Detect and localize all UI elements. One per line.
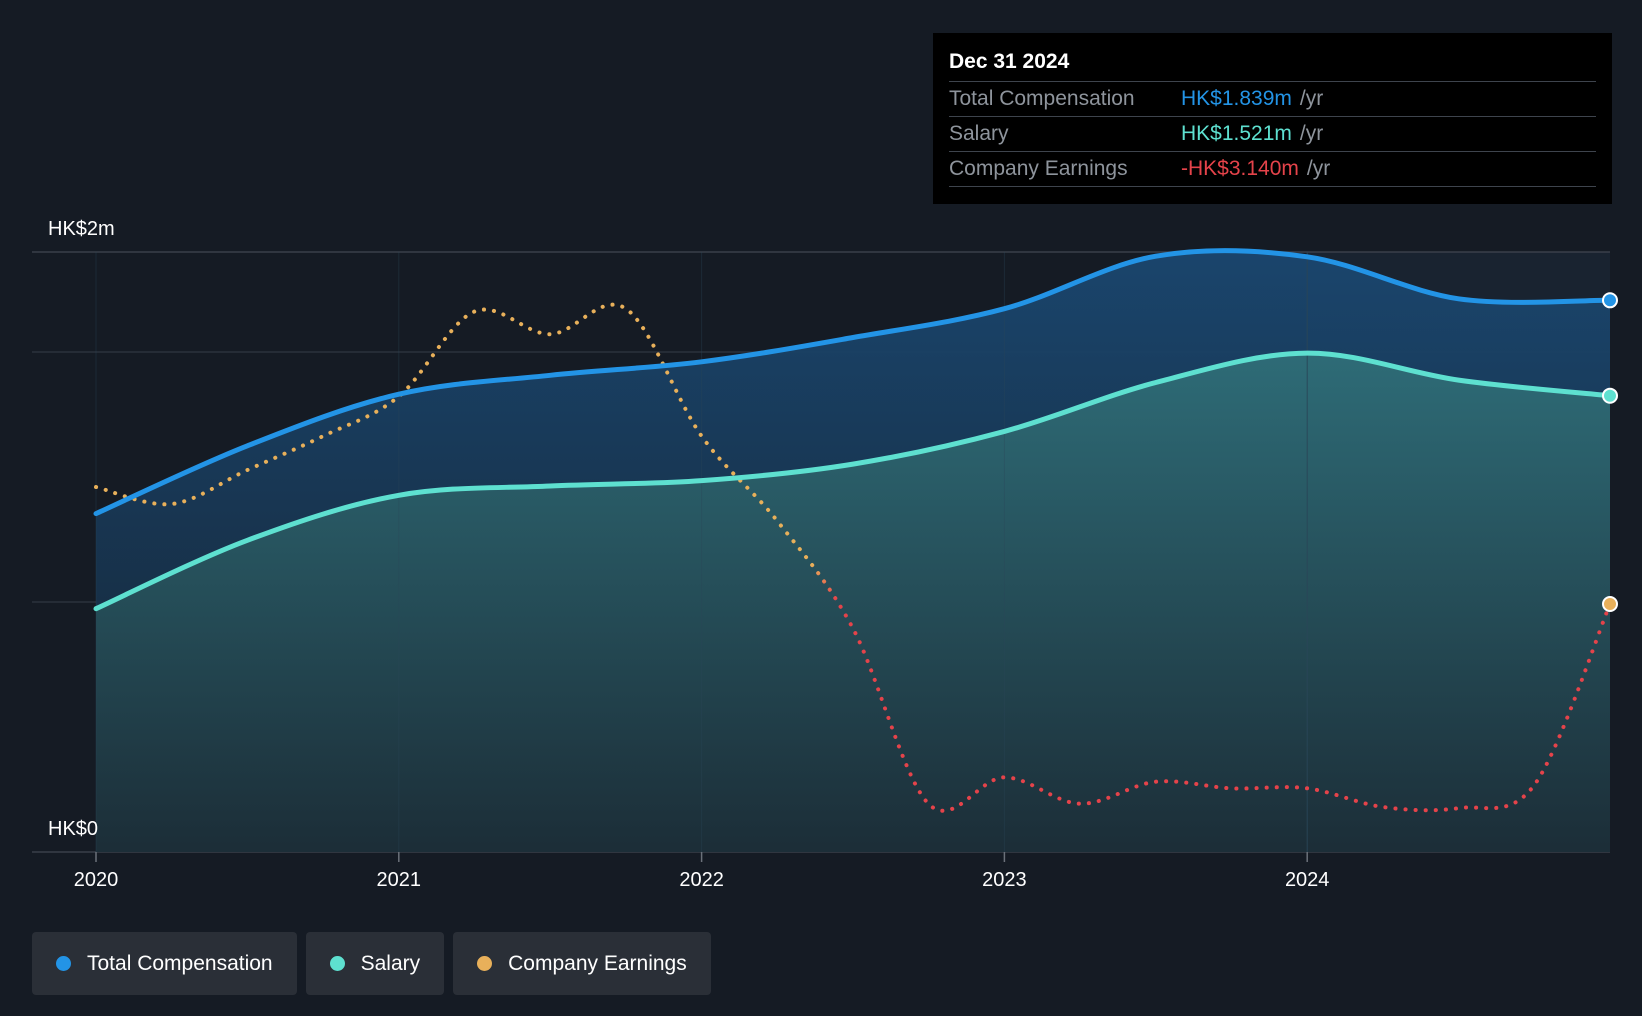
tooltip-date: Dec 31 2024 <box>949 50 1070 73</box>
legend-dot-icon <box>56 956 71 971</box>
salary-line <box>93 350 1613 612</box>
company-earnings-end-marker <box>1602 596 1618 612</box>
total-compensation-end-marker <box>1602 292 1618 309</box>
total-compensation-line <box>93 248 1613 517</box>
legend-label: Company Earnings <box>508 951 687 975</box>
end-markers <box>1602 292 1618 612</box>
y-tick-min: HK$0 <box>48 818 98 840</box>
legend-item-total-compensation[interactable]: Total Compensation <box>32 932 297 995</box>
tooltip-value: -HK$3.140m <box>1181 157 1299 180</box>
tooltip-value: HK$1.839m <box>1181 87 1292 110</box>
tooltip-row-total-compensation: Total Compensation HK$1.839m /yr <box>949 81 1596 116</box>
x-tick-label: 2022 <box>679 869 724 891</box>
x-tick-label: 2021 <box>377 869 422 891</box>
legend-label: Salary <box>360 951 421 975</box>
legend-dot-icon <box>329 956 345 971</box>
tooltip-label: Total Compensation <box>949 87 1135 110</box>
legend-dot-icon <box>477 956 493 971</box>
legend: Total Compensation Salary Company Earnin… <box>32 932 711 995</box>
legend-item-salary[interactable]: Salary <box>305 932 445 995</box>
tooltip-value: HK$1.521m <box>1181 122 1292 145</box>
tooltip-row-salary: Salary HK$1.521m /yr <box>949 116 1596 151</box>
legend-label: Total Compensation <box>87 951 273 975</box>
tooltip-unit: /yr <box>1299 87 1324 110</box>
tooltip-unit: /yr <box>1306 157 1331 180</box>
tooltip-label: Salary <box>949 122 1009 145</box>
legend-item-company-earnings[interactable]: Company Earnings <box>453 932 711 995</box>
tooltip: Dec 31 2024 Total Compensation HK$1.839m… <box>933 33 1612 204</box>
tooltip-unit: /yr <box>1299 122 1324 145</box>
y-tick-max: HK$2m <box>48 218 115 240</box>
x-tick-label: 2020 <box>74 869 119 891</box>
salary-area <box>96 353 1610 852</box>
salary-end-marker <box>1602 387 1618 404</box>
x-tick-labels: 2020 2021 2022 2023 2024 <box>74 869 1330 891</box>
x-tick-label: 2024 <box>1285 869 1330 891</box>
x-ticks <box>95 252 1308 862</box>
x-tick-label: 2023 <box>982 869 1027 891</box>
tooltip-label: Company Earnings <box>949 157 1128 180</box>
tooltip-row-company-earnings: Company Earnings -HK$3.140m /yr <box>949 151 1596 187</box>
